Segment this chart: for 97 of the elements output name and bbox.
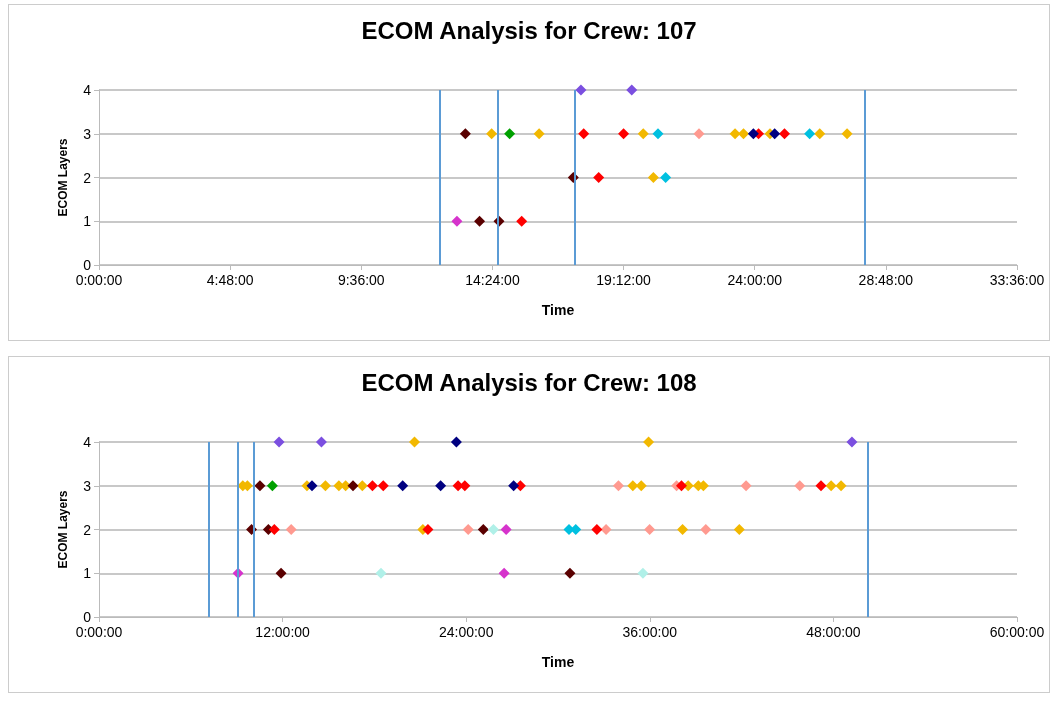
x-tick-label: 14:24:00: [465, 272, 520, 288]
y-tick-label: 3: [83, 125, 92, 142]
point: [815, 480, 827, 492]
x-tick-label: 9:36:00: [337, 272, 385, 288]
x-tick-label: 48:00:00: [806, 624, 861, 640]
point: [804, 128, 816, 140]
point: [846, 436, 858, 448]
point: [268, 524, 280, 535]
x-axis-title: Time: [541, 302, 575, 318]
y-tick-label: 4: [83, 434, 92, 450]
point: [841, 128, 853, 140]
x-tick-label: 19:12:00: [596, 272, 652, 288]
y-tick-label: 3: [83, 477, 92, 494]
point: [408, 436, 420, 448]
y-tick-label: 0: [83, 257, 92, 273]
point: [600, 524, 612, 535]
point: [306, 480, 318, 492]
x-tick-label: 36:00:00: [622, 624, 678, 640]
y-tick-label: 4: [83, 82, 92, 98]
point: [315, 436, 327, 448]
point: [500, 524, 512, 535]
point: [377, 480, 389, 492]
point: [643, 436, 655, 448]
point: [254, 480, 266, 492]
x-tick-label: 4:48:00: [206, 272, 254, 288]
x-tick-label: 28:48:00: [858, 272, 914, 288]
point: [504, 128, 516, 140]
x-axis-title: Time: [541, 654, 575, 670]
point: [593, 172, 605, 183]
point: [637, 567, 649, 579]
point: [285, 524, 297, 535]
point: [533, 128, 545, 140]
x-tick-label: 0:00:00: [75, 624, 123, 640]
x-tick-label: 60:00:00: [989, 624, 1045, 640]
point: [626, 84, 638, 96]
point: [459, 128, 471, 140]
point: [835, 480, 847, 492]
point: [508, 480, 520, 492]
point: [397, 480, 409, 492]
point: [474, 215, 486, 227]
y-axis-title: ECOM Layers: [56, 490, 70, 569]
point: [612, 480, 624, 492]
point: [498, 567, 510, 579]
point: [618, 128, 630, 140]
point: [487, 524, 499, 535]
x-tick-label: 12:00:00: [255, 624, 311, 640]
point: [644, 524, 656, 535]
point: [451, 215, 463, 227]
point: [516, 215, 528, 227]
point: [738, 128, 750, 140]
y-tick-label: 2: [83, 169, 92, 186]
point: [677, 524, 689, 535]
point: [462, 524, 474, 535]
point: [814, 128, 826, 140]
point: [591, 524, 603, 535]
point: [422, 524, 434, 535]
point: [450, 436, 462, 448]
y-tick-label: 0: [83, 609, 92, 625]
x-tick-label: 24:00:00: [438, 624, 494, 640]
point: [647, 172, 659, 183]
point: [266, 480, 278, 492]
x-tick-label: 24:00:00: [727, 272, 783, 288]
y-tick-label: 2: [83, 521, 92, 538]
point: [319, 480, 331, 492]
chart-title: ECOM Analysis for Crew: 108: [361, 368, 697, 396]
chart-title: ECOM Analysis for Crew: 107: [361, 16, 697, 44]
point: [652, 128, 664, 140]
point: [366, 480, 378, 492]
point: [637, 128, 649, 140]
point: [275, 567, 287, 579]
point: [825, 480, 837, 492]
point: [578, 128, 590, 140]
y-tick-label: 1: [83, 213, 92, 230]
point: [486, 128, 498, 140]
y-axis-title: ECOM Layers: [56, 138, 70, 217]
point: [747, 128, 759, 140]
point: [356, 480, 368, 492]
x-tick-label: 0:00:00: [75, 272, 123, 288]
point: [273, 436, 285, 448]
point: [794, 480, 806, 492]
point: [347, 480, 359, 492]
point: [477, 524, 489, 535]
point: [435, 480, 447, 492]
point: [675, 480, 687, 492]
x-tick-label: 33:36:00: [989, 272, 1045, 288]
point: [733, 524, 745, 535]
point: [740, 480, 752, 492]
point: [660, 172, 672, 183]
point: [693, 128, 705, 140]
point: [778, 128, 790, 140]
y-tick-label: 1: [83, 565, 92, 582]
point: [575, 84, 587, 96]
point: [700, 524, 712, 535]
point: [564, 567, 576, 579]
point: [769, 128, 781, 140]
point: [375, 567, 387, 579]
point: [729, 128, 741, 140]
